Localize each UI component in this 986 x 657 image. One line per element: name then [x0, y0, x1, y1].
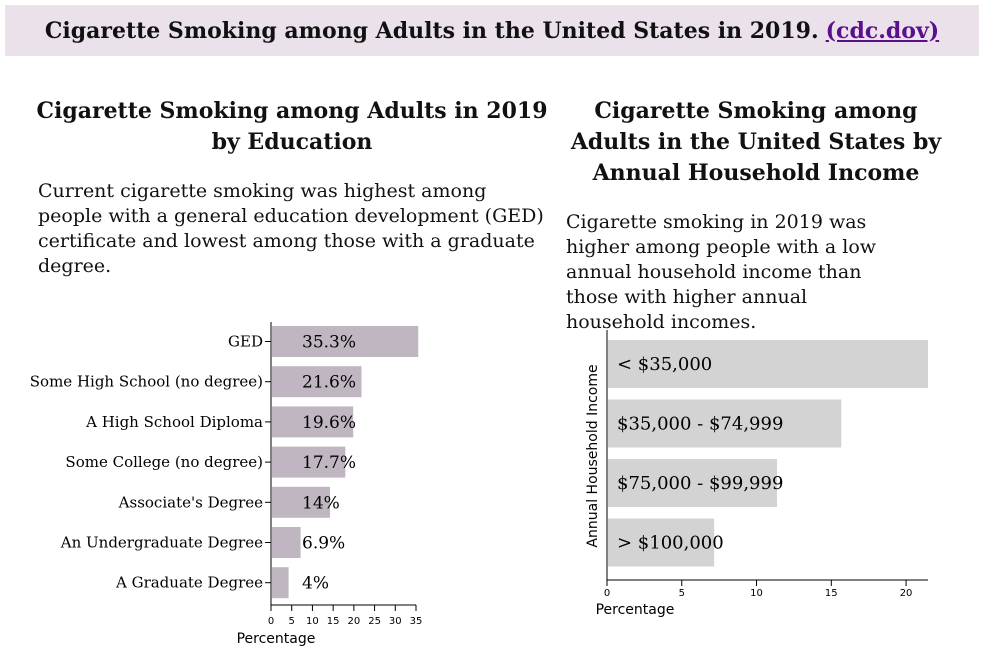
education-bar [272, 527, 301, 558]
education-description: Current cigarette smoking was highest am… [38, 180, 544, 277]
education-data-label: 4% [302, 574, 329, 594]
education-x-tick-label: 20 [347, 616, 360, 627]
education-bar-chart: GED 35.3% Some High School (no degree) 21.6… [30, 322, 423, 647]
income-bar [608, 340, 928, 388]
income-bar [608, 399, 842, 448]
income-bar-chart: < $35,000 $35,000 - $74,999 $75,000 - $99,… [585, 330, 928, 618]
education-bar [272, 366, 362, 398]
education-data-label: 35.3% [302, 333, 356, 353]
income-bar [608, 459, 777, 507]
education-x-tick-label: 30 [389, 616, 402, 627]
education-data-label: 21.6% [302, 373, 356, 393]
education-category-label: Some High School (no degree) [30, 373, 263, 391]
education-x-tick-label: 5 [289, 616, 295, 627]
education-x-tick-label: 10 [306, 616, 319, 627]
income-category-label: $75,000 - $99,999 [617, 473, 783, 494]
education-bar [272, 446, 346, 478]
education-bar [272, 567, 289, 599]
income-bar [608, 518, 715, 567]
income-category-label: $35,000 - $74,999 [617, 414, 783, 435]
education-x-tick-label: 35 [410, 616, 423, 627]
education-x-tick-label: 25 [368, 616, 381, 627]
education-bar [272, 486, 330, 518]
income-x-tick-label: 0 [604, 588, 610, 599]
income-x-tick-label: 10 [750, 588, 763, 599]
education-x-tick-label: 0 [268, 616, 274, 627]
education-category-label: Some College (no degree) [65, 453, 263, 471]
income-y-axis-label: Annual Household Income [585, 364, 601, 547]
income-x-tick-label: 20 [900, 588, 913, 599]
education-bar [272, 326, 419, 357]
education-category-label: Associate's Degree [118, 493, 263, 511]
income-category-label: < $35,000 [617, 354, 712, 375]
education-bar [272, 406, 354, 438]
page-title: Cigarette Smoking among Adults in the Un… [44, 17, 819, 44]
education-data-label: 14% [302, 493, 340, 513]
income-x-tick-label: 5 [679, 588, 685, 599]
education-data-label: 19.6% [302, 413, 356, 433]
education-data-label: 6.9% [302, 534, 345, 554]
education-chart-title: Cigarette Smoking among Adults in 2019 b… [36, 98, 548, 155]
education-data-label: 17.7% [302, 453, 356, 473]
income-description: Cigarette smoking in 2019 was higher amo… [566, 211, 877, 333]
source-link[interactable]: (cdc.dov) [825, 17, 940, 44]
education-category-label: A Graduate Degree [115, 574, 263, 592]
income-category-label: > $100,000 [617, 533, 724, 554]
income-chart-title: Cigarette Smoking among Adults in the Un… [570, 98, 942, 186]
education-x-axis-label: Percentage [237, 631, 316, 647]
education-category-label: GED [228, 333, 263, 351]
education-category-label: An Undergraduate Degree [60, 534, 263, 552]
education-x-tick-label: 15 [327, 616, 340, 627]
income-x-axis-label: Percentage [596, 602, 675, 618]
income-x-tick-label: 15 [825, 588, 838, 599]
education-category-label: A High School Diploma [85, 413, 263, 431]
page-header: Cigarette Smoking among Adults in the Un… [5, 5, 979, 56]
